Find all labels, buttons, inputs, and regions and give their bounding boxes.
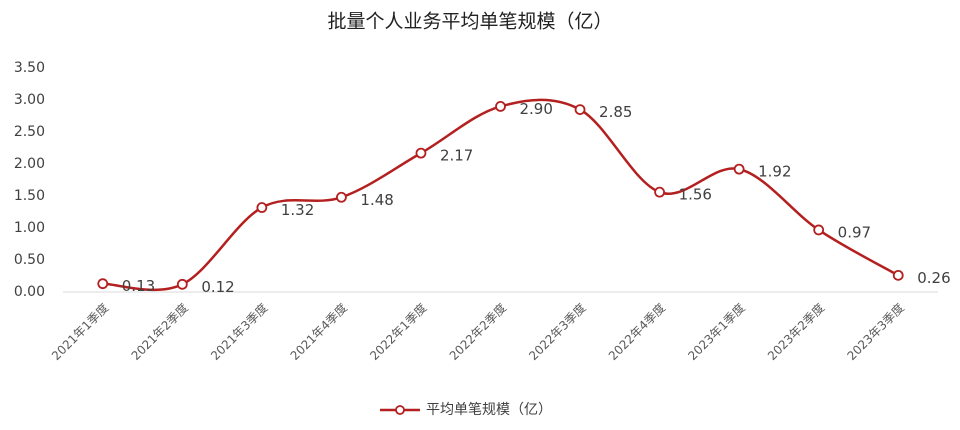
- marker: [654, 186, 665, 198]
- x-tick-label: 2021年4季度: [287, 300, 350, 363]
- line: [102, 98, 899, 292]
- y-tick-label: 0.50: [14, 252, 45, 268]
- marker: [256, 202, 268, 213]
- data-label: 1.32: [281, 201, 314, 219]
- y-tick-label: 1.50: [14, 188, 45, 204]
- data-label: 2.90: [520, 100, 553, 118]
- data-label: 0.26: [917, 269, 950, 287]
- y-tick-label: 1.00: [14, 220, 45, 236]
- marker: [733, 163, 745, 175]
- x-tick-label: 2022年3季度: [526, 300, 589, 363]
- marker: [574, 104, 586, 115]
- marker: [415, 147, 427, 159]
- marker: [892, 269, 904, 281]
- data-label: 1.92: [758, 163, 791, 181]
- y-tick-label: 3.00: [14, 92, 45, 108]
- marker: [495, 101, 506, 112]
- x-tick-label: 2023年1季度: [685, 300, 748, 363]
- x-tick-label: 2023年3季度: [844, 300, 907, 363]
- legend-marker: [395, 405, 405, 415]
- x-tick-label: 2023年2季度: [764, 300, 827, 363]
- data-label: 2.85: [599, 103, 632, 121]
- legend-label: 平均单笔规模（亿）: [426, 402, 552, 418]
- y-tick-label: 2.00: [14, 156, 45, 172]
- data-label: 2.17: [440, 147, 473, 165]
- y-tick-label: 2.50: [14, 124, 45, 140]
- y-tick-label: 0.00: [14, 284, 45, 300]
- x-tick-label: 2021年2季度: [128, 300, 191, 363]
- x-tick-label: 2022年4季度: [605, 300, 668, 363]
- marker: [97, 278, 109, 290]
- data-label: 0.12: [201, 278, 234, 296]
- marker: [176, 278, 188, 290]
- marker: [336, 191, 347, 203]
- x-tick-label: 2022年2季度: [446, 300, 509, 363]
- x-tick-label: 2021年1季度: [48, 300, 111, 363]
- data-label: 0.97: [838, 223, 871, 241]
- data-label: 0.13: [122, 277, 155, 295]
- y-tick-label: 3.50: [14, 60, 45, 76]
- x-tick-label: 2022年1季度: [366, 300, 429, 363]
- chart-title: 批量个人业务平均单笔规模（亿）: [327, 11, 612, 33]
- x-tick-label: 2021年3季度: [207, 300, 270, 363]
- data-label: 1.56: [679, 186, 712, 204]
- data-label: 1.48: [360, 191, 393, 209]
- marker: [813, 224, 825, 236]
